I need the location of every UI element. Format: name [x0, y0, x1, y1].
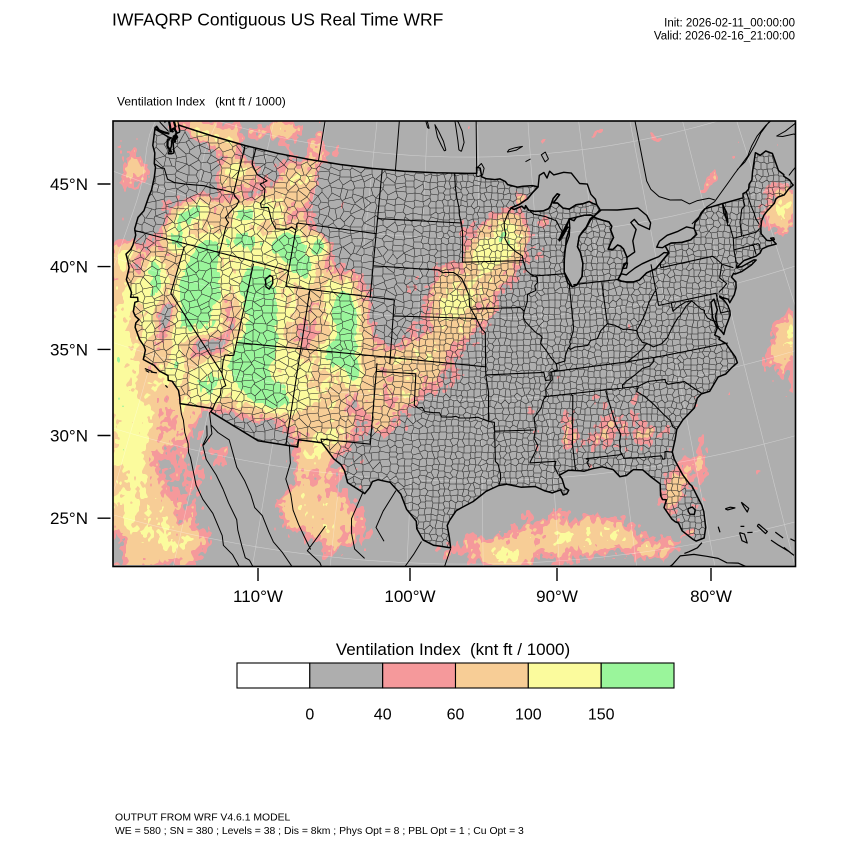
svg-text:90°W: 90°W	[536, 587, 578, 606]
svg-text:25°N: 25°N	[50, 509, 88, 528]
svg-text:30°N: 30°N	[50, 427, 88, 446]
svg-text:Ventilation Index (knt ft / 1: Ventilation Index (knt ft / 1000)	[336, 640, 570, 659]
svg-text:150: 150	[588, 707, 615, 724]
svg-text:Ventilation Index (knt ft /: Ventilation Index (knt ft / 1000)	[117, 95, 286, 109]
svg-text:35°N: 35°N	[50, 340, 88, 359]
svg-text:100°W: 100°W	[384, 587, 435, 606]
svg-text:Valid: 2026-02-16_21:00:00: Valid: 2026-02-16_21:00:00	[654, 31, 795, 43]
svg-text:80°W: 80°W	[690, 587, 732, 606]
svg-text:WE = 580 ; SN = 380 ; Levels =: WE = 580 ; SN = 380 ; Levels = 38 ; Dis …	[115, 826, 524, 837]
svg-text:60: 60	[447, 707, 465, 724]
svg-text:Init: 2026-02-11_00:00:00: Init: 2026-02-11_00:00:00	[664, 18, 795, 30]
svg-text:100: 100	[515, 707, 542, 724]
svg-text:40: 40	[374, 707, 392, 724]
svg-text:40°N: 40°N	[50, 258, 88, 277]
svg-text:OUTPUT FROM WRF V4.6.1 MODEL: OUTPUT FROM WRF V4.6.1 MODEL	[115, 813, 291, 824]
svg-text:0: 0	[305, 707, 314, 724]
svg-text:IWFAQRP Contiguous US Real Tim: IWFAQRP Contiguous US Real Time WRF	[112, 10, 443, 30]
svg-text:45°N: 45°N	[50, 175, 88, 194]
svg-text:110°W: 110°W	[233, 587, 283, 606]
